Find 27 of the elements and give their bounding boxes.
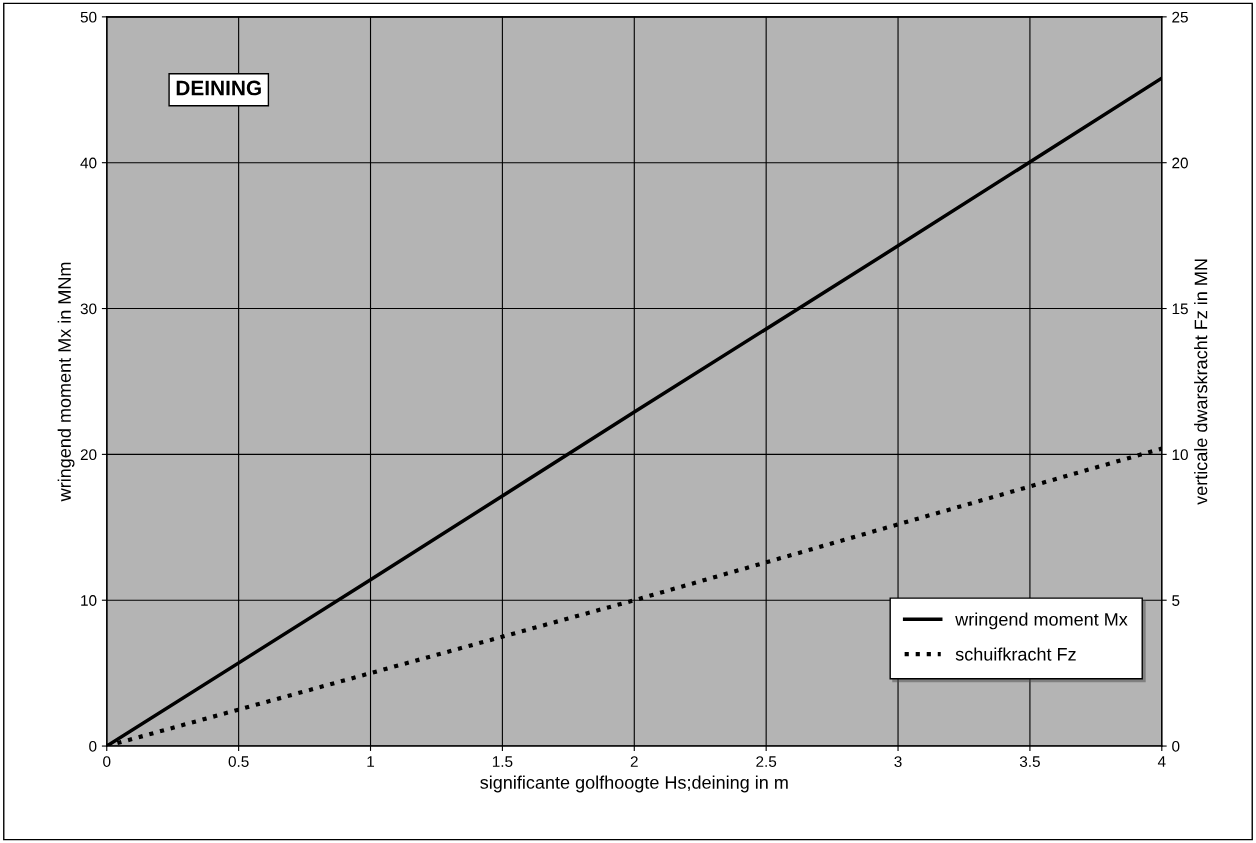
y-tick-label: 0 [89,740,97,752]
y2-tick-label: 10 [1172,449,1188,461]
y2-tick-label: 20 [1172,157,1188,169]
x-tick-label: 2.5 [756,756,777,767]
y-axis-title: wringend moment Mx in MNm [57,262,75,502]
x-tick-label: 3 [894,756,902,767]
y2-tick-label: 25 [1172,11,1188,23]
y-tick-label: 20 [80,449,97,461]
x-tick-label: 0 [103,756,111,767]
y2-axis-title: verticale dwarskracht Fz in MN [1194,259,1208,505]
y2-tick-label: 0 [1172,740,1180,752]
x-tick-label: 0.5 [228,756,249,767]
x-tick-label: 4 [1157,756,1166,767]
x-tick-label: 3.5 [1019,756,1040,767]
x-axis-title: significante golfhoogte Hs;deining in m [480,775,788,793]
y-tick-label: 30 [80,303,97,315]
annotation: DEINING [176,80,261,96]
y-tick-label: 50 [80,11,97,23]
x-tick-label: 1 [367,756,375,767]
x-tick-label: 2 [630,756,638,767]
legend-label: schuifkracht Fz [955,647,1076,661]
y-tick-label: 40 [80,157,97,169]
x-tick-label: 1.5 [492,756,513,767]
legend-label: wringend moment Mx [955,612,1128,630]
y-tick-label: 10 [81,595,97,606]
y2-tick-label: 15 [1172,303,1188,315]
y2-tick-label: 5 [1172,595,1180,606]
